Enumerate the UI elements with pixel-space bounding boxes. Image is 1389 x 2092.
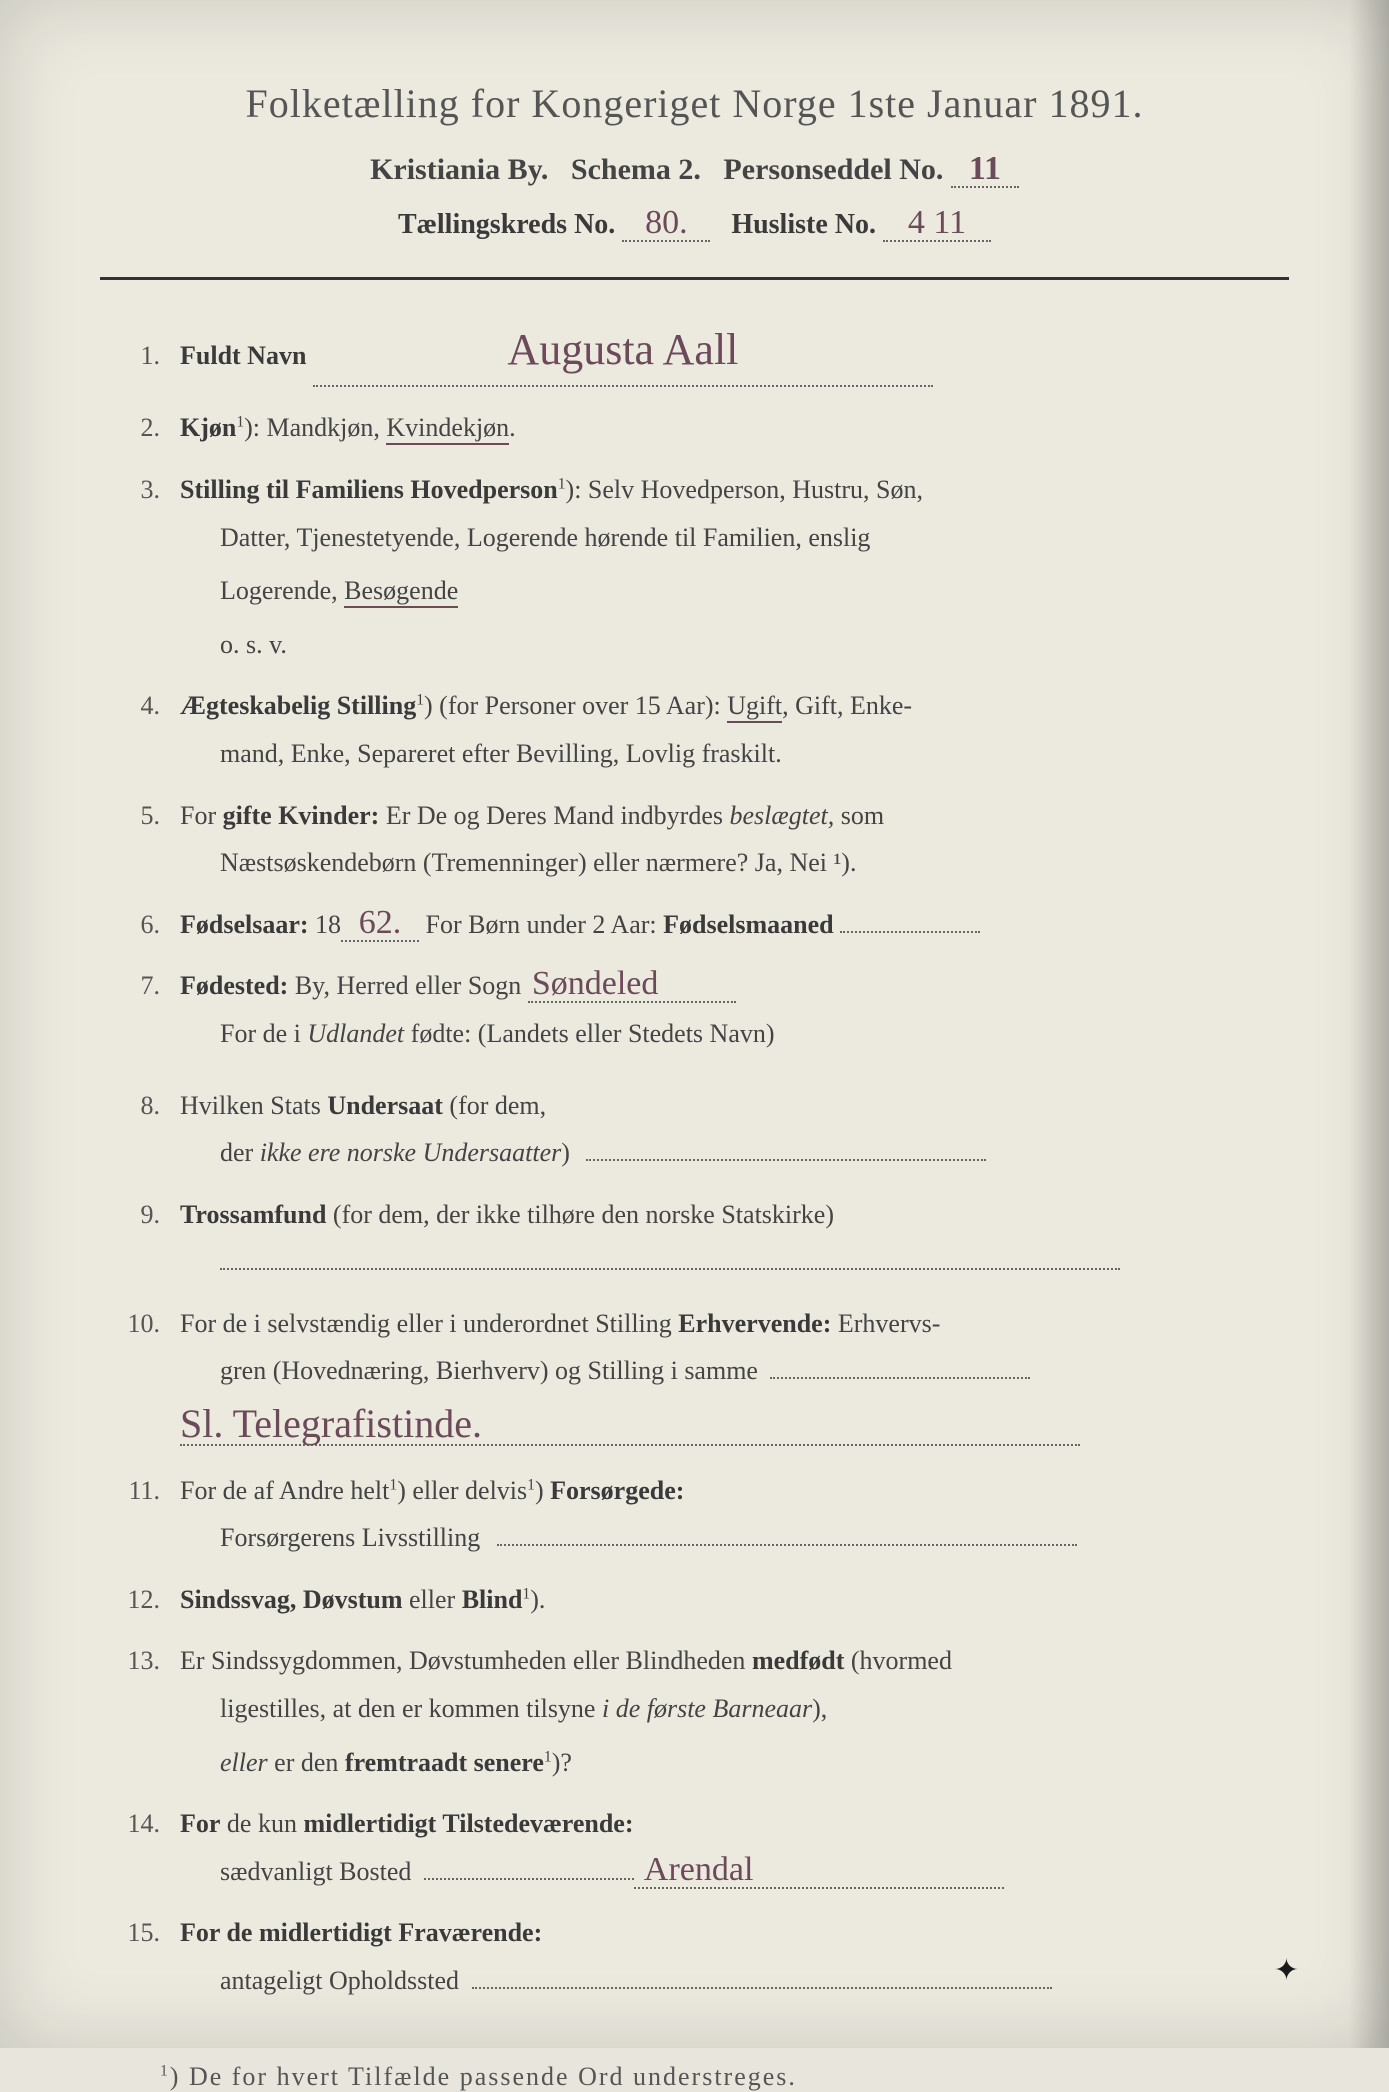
row-14: 14. For de kun midlertidigt Tilstedevære… bbox=[100, 1803, 1289, 1845]
page-artifact: ✦ bbox=[1274, 1953, 1299, 1988]
husliste-no: 4 11 bbox=[883, 206, 991, 242]
marital-selected: Ugift bbox=[727, 691, 782, 723]
row-9: 9. Trossamfund (for dem, der ikke tilhør… bbox=[100, 1194, 1289, 1236]
row-11: 11. For de af Andre helt1) eller delvis1… bbox=[100, 1470, 1289, 1512]
row-1: 1. Fuldt Navn Augusta Aall bbox=[100, 315, 1289, 387]
schema-label: Schema 2. bbox=[571, 153, 701, 186]
page-shadow bbox=[1349, 0, 1389, 2048]
fullname-value: Augusta Aall bbox=[313, 315, 933, 387]
row-3: 3. Stilling til Familiens Hovedperson1):… bbox=[100, 469, 1289, 511]
personseddel-no: 11 bbox=[951, 152, 1019, 188]
row-13: 13. Er Sindssygdommen, Døvstumheden elle… bbox=[100, 1640, 1289, 1682]
row-4: 4. Ægteskabelig Stilling1) (for Personer… bbox=[100, 685, 1289, 727]
subtitle-line-2: Tællingskreds No. 80. Husliste No. 4 11 bbox=[100, 206, 1289, 242]
census-form-page: Folketælling for Kongeriget Norge 1ste J… bbox=[0, 0, 1389, 2048]
header-divider bbox=[100, 277, 1289, 280]
row-10: 10. For de i selvstændig eller i underor… bbox=[100, 1303, 1289, 1345]
main-title: Folketælling for Kongeriget Norge 1ste J… bbox=[100, 80, 1289, 127]
row-12: 12. Sindssvag, Døvstum eller Blind1). bbox=[100, 1579, 1289, 1621]
city-label: Kristiania By. bbox=[370, 153, 548, 186]
footnote: 1) De for hvert Tilfælde passende Ord un… bbox=[160, 2062, 1289, 2092]
row-5: 5. For gifte Kvinder: Er De og Deres Man… bbox=[100, 795, 1289, 837]
occupation-value: Sl. Telegrafistinde. bbox=[180, 1404, 1080, 1446]
taellingskreds-no: 80. bbox=[622, 206, 710, 242]
row-7: 7. Fødested: By, Herred eller Sogn Sønde… bbox=[100, 965, 1289, 1007]
personseddel-label: Personseddel No. bbox=[723, 153, 943, 186]
residence-value: Arendal bbox=[634, 1853, 1004, 1889]
taellingskreds-label: Tællingskreds No. bbox=[398, 209, 615, 240]
row-2: 2. Kjøn1): Mandkjøn, Kvindekjøn. bbox=[100, 407, 1289, 449]
husliste-label: Husliste No. bbox=[731, 209, 876, 240]
row-15: 15. For de midlertidigt Fraværende: bbox=[100, 1912, 1289, 1954]
birthplace-value: Søndeled bbox=[528, 967, 736, 1003]
birthyear-value: 62. bbox=[341, 906, 419, 942]
relation-selected: Besøgende bbox=[344, 576, 458, 608]
sex-selected: Kvindekjøn bbox=[386, 413, 509, 445]
subtitle-line: Kristiania By. Schema 2. Personseddel No… bbox=[100, 152, 1289, 188]
row-8: 8. Hvilken Stats Undersaat (for dem, bbox=[100, 1085, 1289, 1127]
row-6: 6. Fødselsaar: 1862. For Børn under 2 Aa… bbox=[100, 904, 1289, 946]
